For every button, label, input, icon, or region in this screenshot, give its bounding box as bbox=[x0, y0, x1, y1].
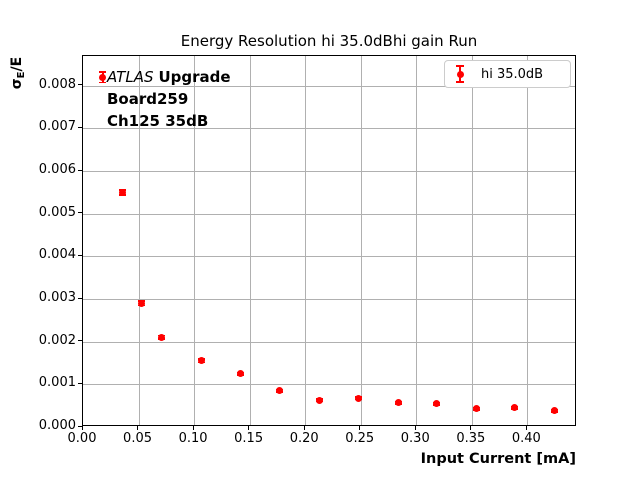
annotation-line-1: ATLAS Upgrade bbox=[107, 66, 231, 88]
x-tick bbox=[248, 426, 250, 430]
y-axis-label-sigma: σ bbox=[9, 78, 25, 90]
y-tick-label: 0.003 bbox=[38, 290, 76, 306]
y-tick bbox=[78, 254, 82, 256]
gridline-y bbox=[83, 85, 575, 87]
annotation-block: ATLAS Upgrade Board259 Ch125 35dB bbox=[107, 66, 231, 132]
gridline-y bbox=[83, 384, 575, 386]
data-point bbox=[237, 370, 245, 378]
x-tick-label: 0.05 bbox=[123, 431, 152, 446]
data-point bbox=[354, 394, 362, 402]
y-axis-label-subscript: E bbox=[16, 71, 27, 79]
data-point bbox=[550, 407, 558, 415]
y-axis-label: σE/E bbox=[9, 57, 27, 89]
gridline-y bbox=[83, 213, 575, 215]
gridline-y bbox=[83, 171, 575, 173]
gridline-x bbox=[305, 56, 307, 425]
y-tick bbox=[78, 84, 82, 86]
gridline-x bbox=[194, 56, 196, 425]
gridline-y bbox=[83, 256, 575, 258]
data-point bbox=[119, 188, 127, 196]
y-tick bbox=[78, 340, 82, 342]
annotation-line-3: Ch125 35dB bbox=[107, 112, 209, 130]
gridline-y bbox=[83, 128, 575, 130]
y-tick-label: 0.002 bbox=[38, 332, 76, 348]
x-tick-label: 0.00 bbox=[67, 431, 97, 446]
x-tick-label: 0.35 bbox=[456, 431, 486, 446]
x-tick-label: 0.20 bbox=[289, 431, 319, 446]
x-tick bbox=[525, 426, 527, 430]
y-axis-label-rest: /E bbox=[9, 56, 25, 72]
x-tick bbox=[81, 426, 83, 430]
data-point bbox=[138, 299, 146, 307]
y-tick bbox=[78, 169, 82, 171]
gridline-x bbox=[360, 56, 362, 425]
x-axis-label: Input Current [mA] bbox=[420, 451, 576, 467]
y-tick bbox=[78, 297, 82, 299]
gridline-y bbox=[83, 341, 575, 343]
x-tick bbox=[137, 426, 139, 430]
gridline-x bbox=[138, 56, 140, 425]
data-point bbox=[99, 73, 107, 81]
data-point bbox=[432, 400, 440, 408]
x-tick bbox=[414, 426, 416, 430]
x-tick-label: 0.10 bbox=[178, 431, 208, 446]
y-tick-label: 0.008 bbox=[38, 76, 76, 92]
data-point bbox=[158, 333, 166, 341]
gridline-x bbox=[527, 56, 529, 425]
data-point bbox=[316, 396, 324, 404]
y-tick-label: 0.001 bbox=[38, 375, 76, 391]
errorbar-marker-icon bbox=[456, 65, 464, 83]
legend: hi 35.0dB bbox=[444, 60, 571, 88]
y-tick bbox=[78, 382, 82, 384]
chart-title: Energy Resolution hi 35.0dBhi gain Run bbox=[180, 32, 478, 50]
x-tick bbox=[359, 426, 361, 430]
data-point bbox=[198, 357, 206, 365]
y-tick bbox=[78, 212, 82, 214]
y-tick-label: 0.005 bbox=[38, 204, 76, 220]
error-bar-cap bbox=[99, 71, 107, 73]
x-tick-label: 0.30 bbox=[400, 431, 430, 446]
gridline-x bbox=[471, 56, 473, 425]
y-tick-label: 0.006 bbox=[38, 162, 76, 178]
x-tick bbox=[470, 426, 472, 430]
x-tick-label: 0.40 bbox=[511, 431, 541, 446]
plot-area: ATLAS Upgrade Board259 Ch125 35dB hi 35.0… bbox=[82, 55, 576, 426]
y-tick-label: 0.004 bbox=[38, 247, 76, 263]
annotation-line-2: Board259 bbox=[107, 90, 189, 108]
x-tick bbox=[192, 426, 194, 430]
data-point bbox=[510, 404, 518, 412]
error-bar-cap bbox=[99, 81, 107, 84]
gridline-x bbox=[416, 56, 418, 425]
data-point bbox=[276, 387, 284, 395]
gridline-y bbox=[83, 299, 575, 301]
x-tick bbox=[303, 426, 305, 430]
data-point bbox=[394, 399, 402, 407]
x-tick-label: 0.25 bbox=[345, 431, 375, 446]
data-point bbox=[472, 405, 480, 413]
legend-label: hi 35.0dB bbox=[481, 66, 544, 82]
annotation-upgrade: Upgrade bbox=[158, 68, 231, 86]
y-tick-label: 0.000 bbox=[38, 418, 76, 433]
x-tick-label: 0.15 bbox=[234, 431, 264, 446]
gridline-x bbox=[249, 56, 251, 425]
y-tick bbox=[78, 126, 82, 128]
annotation-experiment: ATLAS bbox=[107, 68, 154, 86]
y-tick bbox=[78, 425, 82, 427]
y-tick-label: 0.007 bbox=[38, 119, 76, 135]
